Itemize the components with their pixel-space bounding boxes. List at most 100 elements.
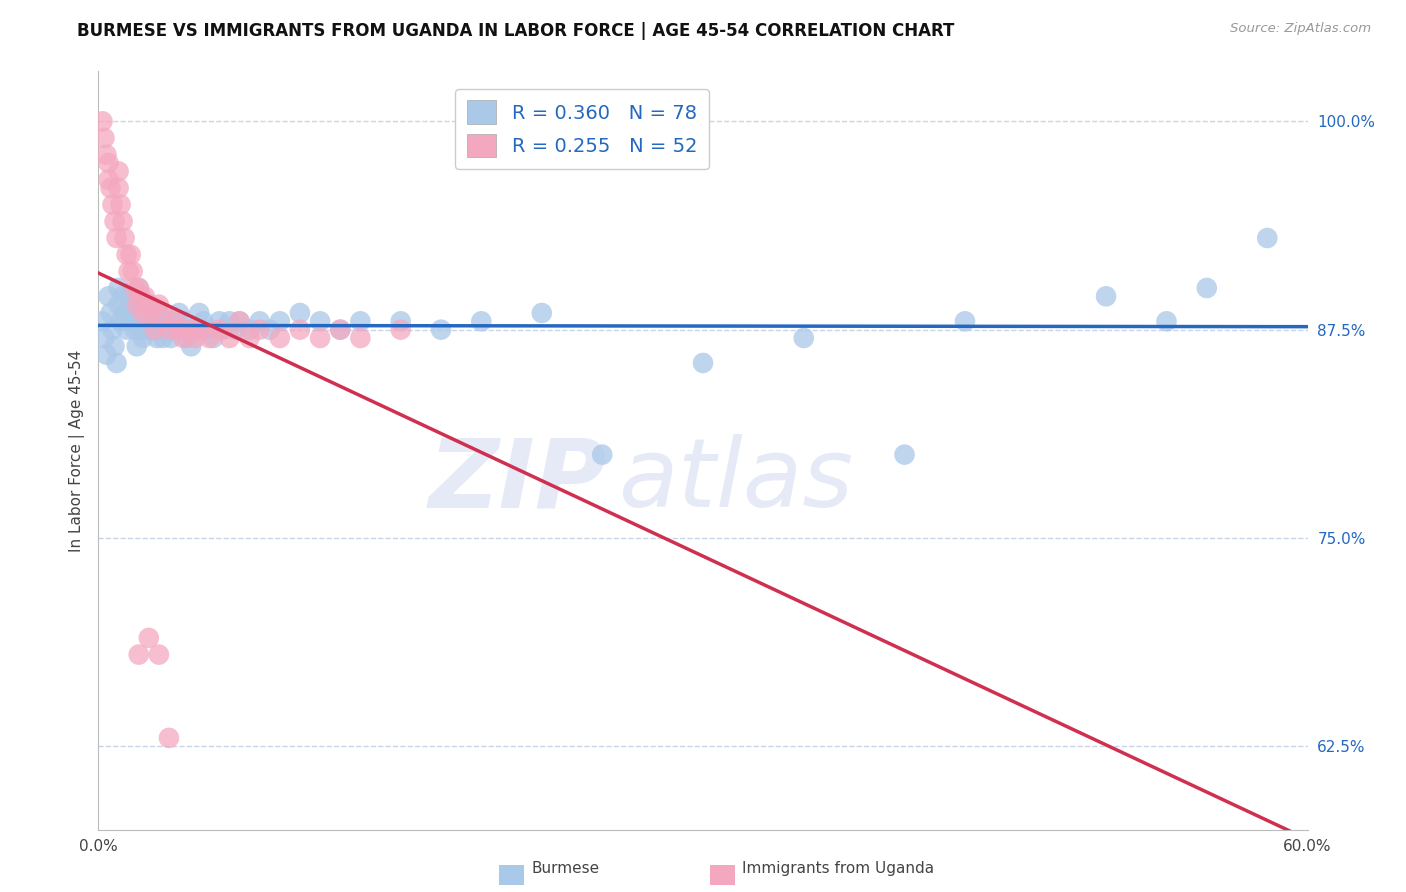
Point [269,331,291,345]
Point [143,323,166,337]
Point [172,314,194,328]
Point [114,306,136,320]
Point [530,306,553,320]
Point [132,331,155,345]
Legend: R = 0.360   N = 78, R = 0.255   N = 52: R = 0.360 N = 78, R = 0.255 N = 52 [456,88,709,169]
Point [101,323,124,337]
Point [103,339,125,353]
Point [329,323,352,337]
Point [179,323,201,337]
Point [91,114,114,128]
Y-axis label: In Labor Force | Age 45-54: In Labor Force | Age 45-54 [69,350,84,551]
Point [349,314,371,328]
Point [107,181,129,195]
Point [224,323,246,337]
Point [202,331,225,345]
Point [188,323,211,337]
Point [132,306,155,320]
Point [138,298,160,312]
Point [149,314,172,328]
Point [128,281,150,295]
Point [153,323,176,337]
Point [100,181,122,195]
Point [111,289,134,303]
Point [259,323,281,337]
Point [97,172,120,186]
Point [120,247,142,261]
Text: Burmese: Burmese [531,861,599,876]
Point [157,731,180,745]
Point [228,314,250,328]
Point [389,314,412,328]
Point [692,356,714,370]
Point [188,323,211,337]
Text: ZIP: ZIP [429,434,606,527]
Point [239,323,262,337]
Point [124,281,146,295]
Point [218,314,240,328]
Point [138,314,160,328]
Point [105,356,128,370]
Point [184,331,207,345]
Point [180,339,202,353]
Point [249,314,271,328]
Point [160,331,183,345]
Point [101,197,124,211]
Point [212,323,235,337]
Point [97,156,120,170]
Text: Immigrants from Uganda: Immigrants from Uganda [742,861,935,876]
Point [1256,231,1278,245]
Point [148,306,170,320]
Point [218,331,240,345]
Point [157,314,180,328]
Point [93,131,115,145]
Point [129,323,152,337]
Point [121,264,143,278]
Point [114,231,136,245]
Point [142,323,165,337]
Point [152,331,174,345]
Point [110,197,132,211]
Point [128,281,150,295]
Point [134,306,156,320]
Point [97,289,120,303]
Point [208,314,231,328]
Point [103,214,125,228]
Point [430,323,453,337]
Point [138,298,160,312]
Point [193,314,215,328]
Point [107,298,129,312]
Text: Source: ZipAtlas.com: Source: ZipAtlas.com [1230,22,1371,36]
Point [470,314,492,328]
Point [249,323,271,337]
Text: atlas: atlas [619,434,853,527]
Point [184,323,207,337]
Point [152,306,174,320]
Point [349,331,371,345]
Point [120,314,142,328]
Point [110,314,132,328]
Point [100,306,122,320]
Point [269,314,291,328]
Point [118,264,141,278]
Point [288,306,311,320]
Point [167,323,190,337]
Text: BURMESE VS IMMIGRANTS FROM UGANDA IN LABOR FORCE | AGE 45-54 CORRELATION CHART: BURMESE VS IMMIGRANTS FROM UGANDA IN LAB… [77,22,955,40]
Point [329,323,352,337]
Point [129,289,152,303]
Point [115,323,138,337]
Point [115,247,138,261]
Point [148,323,170,337]
Point [134,289,156,303]
Point [118,306,141,320]
Point [93,331,115,345]
Point [1195,281,1218,295]
Point [288,323,311,337]
Point [96,348,118,362]
Point [1156,314,1178,328]
Point [893,448,915,462]
Point [176,331,198,345]
Point [198,323,221,337]
Point [591,448,613,462]
Point [167,306,190,320]
